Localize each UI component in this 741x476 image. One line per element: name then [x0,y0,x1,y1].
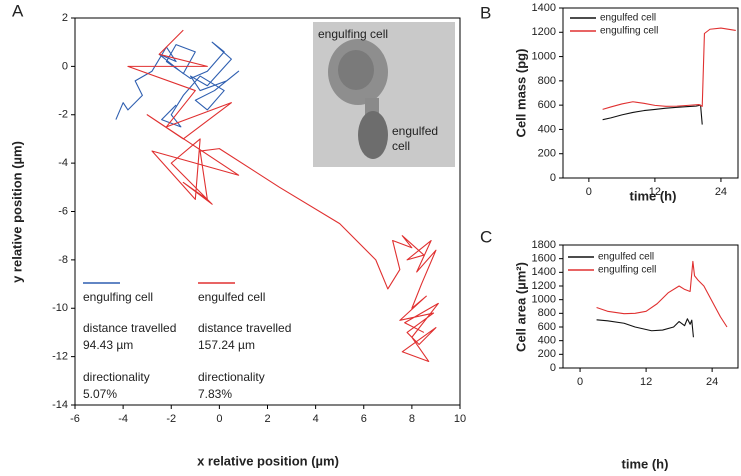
x-tick-label: -2 [166,413,176,425]
legend-label: engulfing cell [83,290,153,304]
x-tick-label: 4 [313,413,319,425]
y-tick-label: 600 [538,99,556,111]
y-axis-label: y relative position (µm) [9,141,24,283]
panel-label: A [12,1,24,20]
x-tick-label: 0 [577,376,583,388]
y-tick-label: 1600 [532,253,556,265]
x-tick-label: 10 [454,413,466,425]
y-tick-label: 1400 [532,266,556,278]
plot-frame [562,244,739,369]
y-tick-label: 0 [550,362,556,374]
legend-label: engulfing cell [600,26,658,37]
annotation: directionality [83,370,150,384]
series-line [602,27,736,110]
x-axis-label: x relative position (µm) [197,453,339,468]
series-line [596,260,728,328]
y-axis-label: Cell mass (pg) [513,49,528,138]
x-tick-label: 24 [706,376,718,388]
y-tick-label: 1200 [532,280,556,292]
x-tick-label: 12 [640,376,652,388]
y-tick-label: 600 [538,321,556,333]
x-tick-label: -4 [118,413,128,425]
y-tick-label: -4 [58,157,68,169]
y-tick-label: 0 [62,60,68,72]
annotation: 157.24 µm [198,338,255,352]
inset-label: engulfed cell [392,124,438,153]
series-line [127,29,439,363]
y-tick-label: 1200 [532,26,556,38]
legend-label: engulfing cell [598,265,656,276]
y-tick-label: 1800 [532,239,556,251]
y-tick-label: 200 [538,148,556,160]
annotation: 7.83% [198,387,232,401]
plot-frame [74,17,461,406]
plot-frame [562,7,739,179]
series-line [602,104,703,125]
y-tick-label: -8 [58,254,68,266]
x-tick-label: 6 [361,413,367,425]
y-tick-label: -10 [52,302,68,314]
y-tick-label: 1000 [532,294,556,306]
y-tick-label: 800 [538,75,556,87]
legend-label: engulfed cell [600,13,656,24]
y-tick-label: -12 [52,351,68,363]
y-tick-label: 400 [538,335,556,347]
x-tick-label: 12 [649,186,661,198]
y-tick-label: 0 [550,172,556,184]
x-tick-label: 0 [586,186,592,198]
x-tick-label: 2 [264,413,270,425]
y-tick-label: 1000 [532,50,556,62]
panel-label: B [480,3,491,22]
y-tick-label: 200 [538,348,556,360]
y-tick-label: -2 [58,109,68,121]
x-tick-label: -6 [70,413,80,425]
y-tick-label: -14 [52,399,68,411]
y-tick-label: 2 [62,12,68,24]
inset-image [313,22,455,167]
series-line [115,41,240,128]
x-tick-label: 0 [216,413,222,425]
annotation: distance travelled [83,321,176,335]
x-tick-label: 24 [715,186,727,198]
annotation: 94.43 µm [83,338,133,352]
series-line [596,318,694,338]
panel-label: C [480,227,492,246]
y-tick-label: 1400 [532,2,556,14]
x-tick-label: 8 [409,413,415,425]
y-tick-label: 800 [538,307,556,319]
y-tick-label: 400 [538,123,556,135]
legend-label: engulfed cell [598,252,654,263]
x-axis-label: time (h) [630,188,677,203]
y-axis-label: Cell area (µm²) [513,262,528,352]
inset-label: engulfing cell [318,27,388,41]
annotation: distance travelled [198,321,291,335]
x-axis-label: time (h) [622,456,669,471]
annotation: directionality [198,370,265,384]
annotation: 5.07% [83,387,117,401]
legend-label: engulfed cell [198,290,265,304]
y-tick-label: -6 [58,205,68,217]
